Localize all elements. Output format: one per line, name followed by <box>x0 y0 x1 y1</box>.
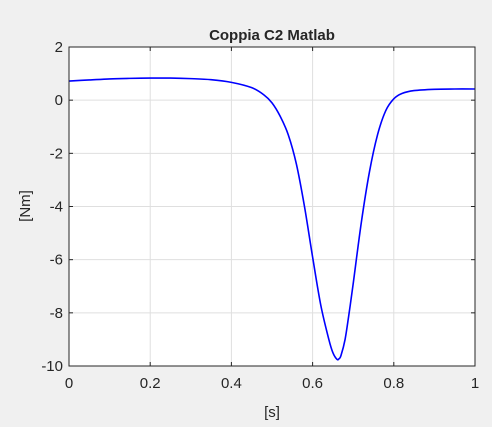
ticks <box>68 46 476 367</box>
x-tick-label: 0 <box>65 375 73 392</box>
y-tick-label: -10 <box>41 358 63 375</box>
y-tick-label: -6 <box>50 252 63 269</box>
plot-area <box>68 77 476 361</box>
x-tick-label: 0.8 <box>383 375 404 392</box>
series-line <box>68 77 476 361</box>
y-tick-label: 2 <box>55 39 63 56</box>
x-tick-label: 0.4 <box>221 375 242 392</box>
x-tick-label: 0.2 <box>140 375 161 392</box>
grid <box>68 46 476 367</box>
y-tick-label: -2 <box>50 145 63 162</box>
y-tick-label: -8 <box>50 305 63 322</box>
y-tick-label: 0 <box>55 92 63 109</box>
x-tick-label: 1 <box>471 375 479 392</box>
y-axis-label: [Nm] <box>17 190 34 222</box>
x-axis-label: [s] <box>264 404 280 421</box>
tick-labels: 0 0.2 0.4 0.6 0.8 1 2 0 -2 -4 -6 -8 -10 <box>41 39 479 392</box>
y-tick-label: -4 <box>50 199 63 216</box>
x-tick-label: 0.6 <box>302 375 323 392</box>
chart-title: Coppia C2 Matlab <box>209 27 335 44</box>
